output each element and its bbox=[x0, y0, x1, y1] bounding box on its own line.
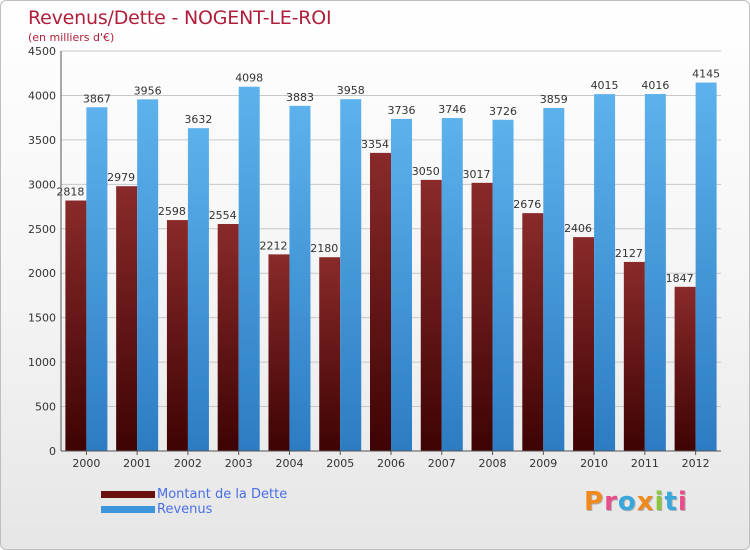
data-label-revenus-2009: 3859 bbox=[540, 93, 568, 106]
bar-dette-2006 bbox=[370, 152, 391, 451]
bar-revenus-2011 bbox=[644, 94, 666, 452]
x-tick-label-2003: 2003 bbox=[225, 457, 253, 470]
bar-dette-2000 bbox=[65, 200, 87, 451]
data-label-dette-2006: 3354 bbox=[361, 138, 389, 151]
bar-dette-2003 bbox=[217, 223, 239, 451]
data-label-dette-2011: 2127 bbox=[615, 247, 643, 260]
data-label-revenus-2011: 4016 bbox=[641, 79, 669, 92]
data-label-dette-2012: 1847 bbox=[666, 272, 694, 285]
legend-label-revenus: Revenus bbox=[157, 502, 213, 517]
bar-dette-2010 bbox=[573, 237, 595, 451]
data-label-dette-2004: 2212 bbox=[259, 239, 287, 252]
data-label-revenus-2005: 3958 bbox=[337, 84, 365, 97]
bar-revenus-2009 bbox=[543, 107, 565, 451]
data-label-dette-2008: 3017 bbox=[463, 168, 491, 181]
bar-dette-2001 bbox=[116, 186, 138, 451]
x-tick-label-2007: 2007 bbox=[428, 457, 456, 470]
axes: 0 500 1000 1500 2000 2500 3000 3500 4000 4500 2000… bbox=[28, 45, 721, 470]
y-tick-label: 0 bbox=[49, 445, 56, 458]
data-label-dette-2005: 2180 bbox=[310, 242, 338, 255]
y-tick-label: 3500 bbox=[28, 134, 56, 147]
bar-revenus-2003 bbox=[238, 86, 260, 451]
bar-dette-2009 bbox=[522, 213, 544, 451]
data-label-revenus-2007: 3746 bbox=[438, 103, 466, 116]
x-tick-label-2010: 2010 bbox=[580, 457, 608, 470]
data-label-revenus-2003: 4098 bbox=[235, 72, 263, 85]
bar-revenus-2000 bbox=[86, 107, 108, 452]
x-tick-label-2001: 2001 bbox=[123, 457, 151, 470]
proxiti-logo: Proxiti bbox=[584, 487, 688, 517]
bar-dette-2007 bbox=[420, 179, 442, 451]
y-tick-label: 3000 bbox=[28, 178, 56, 191]
data-label-revenus-2002: 3632 bbox=[184, 113, 212, 126]
data-label-revenus-2006: 3736 bbox=[388, 104, 416, 117]
data-label-revenus-2000: 3867 bbox=[83, 92, 111, 105]
data-label-revenus-2008: 3726 bbox=[489, 105, 517, 118]
data-label-dette-2000: 2818 bbox=[56, 186, 84, 199]
x-tick-label-2011: 2011 bbox=[631, 457, 659, 470]
x-tick-label-2002: 2002 bbox=[174, 457, 202, 470]
bar-dette-2011 bbox=[623, 261, 645, 451]
data-label-dette-2002: 2598 bbox=[158, 205, 186, 218]
x-tick-label-2004: 2004 bbox=[275, 457, 303, 470]
x-tick-label-2009: 2009 bbox=[529, 457, 557, 470]
bar-revenus-2001 bbox=[137, 99, 159, 451]
bar-dette-2005 bbox=[319, 257, 341, 451]
y-tick-label: 1500 bbox=[28, 312, 56, 325]
data-label-dette-2007: 3050 bbox=[412, 165, 440, 178]
x-tick-label-2000: 2000 bbox=[72, 457, 100, 470]
bar-revenus-2005 bbox=[340, 99, 362, 451]
chart-subtitle: (en milliers d'€) bbox=[28, 31, 115, 44]
bar-dette-2008 bbox=[471, 182, 493, 452]
data-label-revenus-2010: 4015 bbox=[591, 79, 619, 92]
y-tick-label: 500 bbox=[35, 401, 56, 414]
y-tick-label: 1000 bbox=[28, 356, 56, 369]
data-label-dette-2009: 2676 bbox=[513, 198, 541, 211]
x-tick-label-2005: 2005 bbox=[326, 457, 354, 470]
bar-revenus-2007 bbox=[441, 118, 463, 452]
bar-revenus-2004 bbox=[289, 105, 311, 451]
data-label-dette-2001: 2979 bbox=[107, 171, 135, 184]
bar-dette-2012 bbox=[674, 286, 696, 451]
chart-title: Revenus/Dette - NOGENT-LE-ROI bbox=[28, 7, 332, 29]
data-label-dette-2010: 2406 bbox=[564, 222, 592, 235]
data-label-revenus-2001: 3956 bbox=[134, 84, 162, 97]
y-tick-label: 2500 bbox=[28, 223, 56, 236]
bar-revenus-2012 bbox=[695, 82, 717, 452]
bars bbox=[65, 82, 717, 452]
y-tick-label: 2000 bbox=[28, 267, 56, 280]
data-labels: 2818 3867 2979 3956 2598 3632 2554 4098 2212 3883… bbox=[56, 68, 720, 285]
data-label-dette-2003: 2554 bbox=[209, 209, 237, 222]
bar-revenus-2008 bbox=[492, 119, 514, 452]
data-label-revenus-2004: 3883 bbox=[286, 91, 314, 104]
y-tick-label: 4500 bbox=[28, 45, 56, 58]
bar-dette-2004 bbox=[268, 254, 290, 451]
x-tick-label-2008: 2008 bbox=[479, 457, 507, 470]
bar-revenus-2010 bbox=[594, 94, 616, 451]
data-label-revenus-2012: 4145 bbox=[692, 68, 720, 81]
bar-revenus-2006 bbox=[391, 118, 412, 452]
legend-swatch-dette bbox=[101, 491, 155, 498]
x-tick-label-2012: 2012 bbox=[682, 457, 710, 470]
x-tick-label-2006: 2006 bbox=[377, 457, 405, 470]
legend-label-dette: Montant de la Dette bbox=[157, 487, 288, 502]
bar-revenus-2002 bbox=[187, 128, 209, 451]
y-tick-label: 4000 bbox=[28, 89, 56, 102]
bar-dette-2002 bbox=[166, 220, 188, 451]
legend-swatch-revenus bbox=[101, 506, 155, 513]
